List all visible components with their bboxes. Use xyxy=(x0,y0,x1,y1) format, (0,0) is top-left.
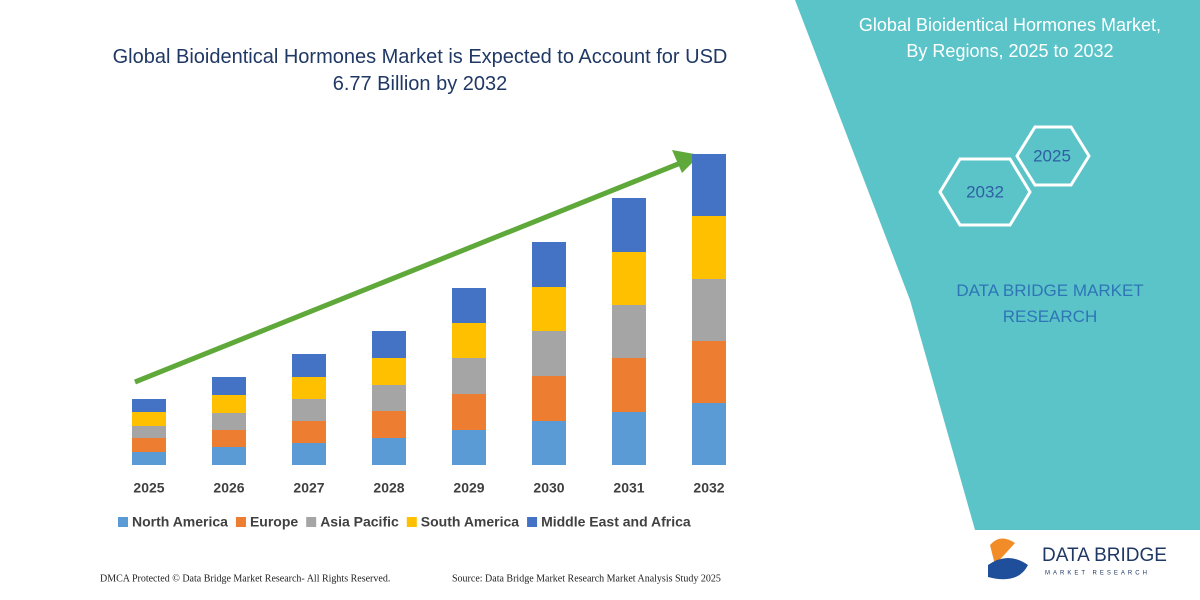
footer-right: Source: Data Bridge Market Research Mark… xyxy=(452,573,721,584)
panel-title: Global Bioidentical Hormones Market, By … xyxy=(858,15,1162,61)
x-tick-label: 2028 xyxy=(373,480,404,496)
x-tick-label: 2030 xyxy=(533,480,564,496)
bar-segment xyxy=(212,430,246,447)
bar-segment xyxy=(452,323,486,358)
legend-swatch xyxy=(406,517,417,527)
bar-segment xyxy=(692,279,726,341)
bar-segment xyxy=(532,287,566,331)
logo-tagline: MARKET RESEARCH xyxy=(1045,571,1150,577)
legend-swatch xyxy=(527,517,538,527)
legend-swatch xyxy=(235,517,246,527)
brand: DATA BRIDGE MARKET RESEARCH xyxy=(956,281,1144,326)
footer-left: DMCA Protected © Data Bridge Market Rese… xyxy=(100,573,390,584)
bar-segment xyxy=(212,413,246,430)
bar-segment xyxy=(532,242,566,287)
bar-segment xyxy=(292,377,326,399)
legend-label: South America xyxy=(421,514,519,530)
bar-segment xyxy=(532,331,566,376)
trend-arrow xyxy=(134,157,689,385)
bar-segment xyxy=(132,438,166,452)
legend-label: Asia Pacific xyxy=(320,514,399,530)
hexagon xyxy=(938,157,1032,227)
bar-segment xyxy=(692,341,726,403)
bar-segment xyxy=(372,438,406,465)
bar-segment xyxy=(612,305,646,358)
legend-label: North America xyxy=(132,514,228,530)
bar-segment xyxy=(452,358,486,394)
bar-segment xyxy=(372,385,406,411)
bar-segment xyxy=(452,288,486,323)
bar-segment xyxy=(372,358,406,385)
bar-segment xyxy=(692,216,726,279)
x-tick-label: 2032 xyxy=(693,480,724,496)
bar-segment xyxy=(292,443,326,465)
legend-label: Middle East and Africa xyxy=(541,514,691,530)
bar-segment xyxy=(132,412,166,426)
bar-segment xyxy=(132,426,166,438)
bar-segment xyxy=(612,252,646,305)
bar-segment xyxy=(692,154,726,216)
bar-segment xyxy=(452,430,486,465)
x-tick-label: 2026 xyxy=(213,480,244,496)
side-panel xyxy=(795,0,1200,530)
bar-segment xyxy=(612,412,646,465)
bar-segment xyxy=(212,377,246,395)
bar-segment xyxy=(132,399,166,412)
bar-segment xyxy=(532,421,566,465)
bar-segment xyxy=(212,447,246,465)
legend-label: Europe xyxy=(250,514,298,530)
bar-segment xyxy=(452,394,486,430)
x-tick-label: 2031 xyxy=(613,480,644,496)
legend-swatch xyxy=(118,517,128,527)
bar-segment xyxy=(372,331,406,358)
x-tick-label: 2027 xyxy=(293,480,324,496)
bar-segment xyxy=(292,354,326,377)
bar-segment xyxy=(292,421,326,443)
logo-name: DATA BRIDGE xyxy=(1042,545,1167,566)
bar-segment xyxy=(692,403,726,465)
bar-segment xyxy=(132,452,166,465)
hexagon-label: 2025 xyxy=(1033,146,1071,165)
bar-segment xyxy=(372,411,406,438)
logo xyxy=(988,538,1028,580)
legend-swatch xyxy=(306,517,317,527)
x-tick-label: 2029 xyxy=(453,480,484,496)
x-tick-label: 2025 xyxy=(133,480,164,496)
bar-segment xyxy=(612,198,646,252)
bar-segment xyxy=(212,395,246,413)
bar-segment xyxy=(292,399,326,421)
hexagon xyxy=(1015,125,1091,187)
bar-segment xyxy=(532,376,566,421)
bar-segment xyxy=(612,358,646,412)
chart-title: Global Bioidentical Hormones Market is E… xyxy=(112,46,728,95)
hexagon-label: 2032 xyxy=(966,182,1004,201)
